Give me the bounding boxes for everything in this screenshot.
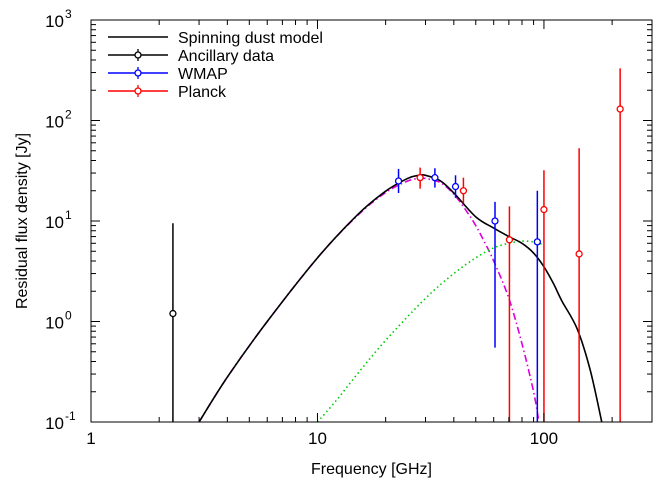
y-tick-exponent: 3 [65, 7, 72, 21]
planck-point [575, 250, 583, 258]
legend-marker [134, 51, 142, 59]
wmap-point [533, 238, 541, 246]
plot-frame [90, 19, 653, 423]
component-line-0 [198, 177, 540, 422]
series-group [169, 68, 624, 422]
y-axis-title: Residual flux density [Jy] [14, 133, 31, 309]
y-tick-label: 10 1 [45, 208, 72, 232]
plot-area [169, 68, 624, 422]
legend-marker [134, 87, 142, 95]
y-tick-mantissa: 10 [45, 113, 64, 132]
planck-point [540, 205, 548, 214]
y-axis-title-group: Residual flux density [Jy] [14, 133, 31, 309]
legend-marker [134, 69, 142, 77]
legend-label: Spinning dust model [178, 30, 323, 47]
x-tick-label: 10 [308, 429, 327, 448]
y-tick-mantissa: 10 [45, 414, 64, 433]
y-tick-exponent: 0 [65, 309, 72, 323]
planck-point [616, 105, 624, 113]
wmap-point [394, 177, 403, 185]
ancillary-data-point [169, 309, 177, 318]
series-line-spinning-dust-model [198, 173, 603, 422]
component-line-1 [316, 240, 545, 422]
x-tick-label: 100 [530, 429, 558, 448]
y-tick-exponent: 2 [65, 108, 72, 122]
wmap-point [431, 173, 439, 182]
x-tick-label: 1 [86, 429, 95, 448]
legend-label: Ancillary data [178, 48, 274, 65]
planck-point [459, 187, 468, 195]
legend-label: WMAP [178, 66, 228, 83]
y-tick-mantissa: 10 [45, 213, 64, 232]
x-axis-title: Frequency [GHz] [311, 461, 432, 478]
y-tick-mantissa: 10 [45, 12, 64, 31]
legend-label: Planck [178, 84, 227, 101]
y-tick-label: 10 -1 [45, 409, 76, 433]
y-tick-label: 10 0 [45, 309, 72, 333]
y-tick-mantissa: 10 [45, 314, 64, 333]
planck-point [416, 173, 424, 182]
planck-point [505, 236, 514, 244]
y-tick-exponent: 1 [65, 208, 72, 222]
y-tick-label: 10 2 [45, 108, 72, 132]
wmap-point [491, 217, 499, 225]
y-tick-exponent: -1 [65, 409, 76, 423]
wmap-point [451, 182, 460, 191]
y-tick-label: 10 3 [45, 7, 72, 31]
